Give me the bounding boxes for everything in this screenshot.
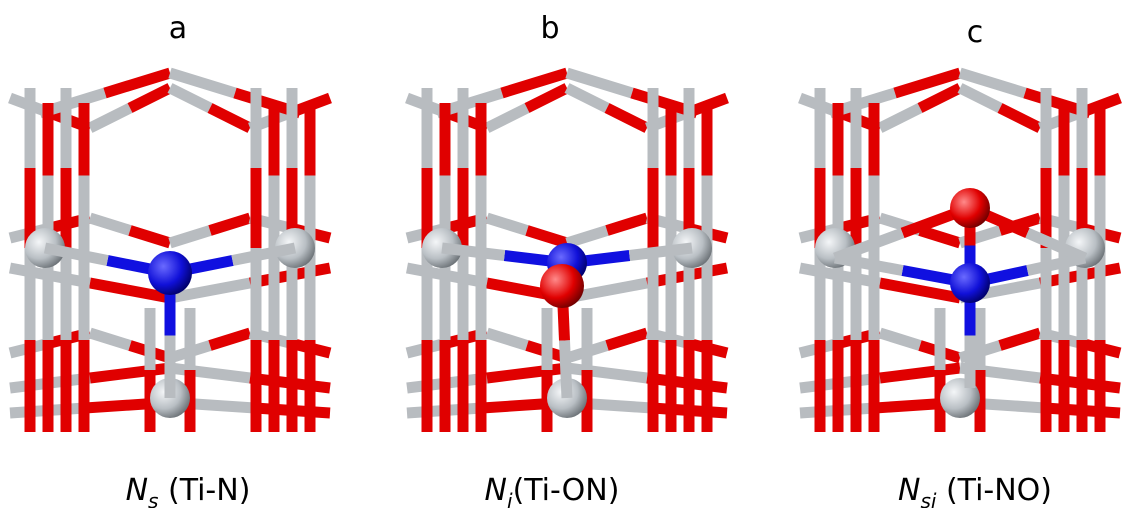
- bond: [607, 333, 647, 346]
- caption: Ni(Ti-ON): [485, 473, 620, 508]
- bond: [487, 218, 527, 231]
- bond: [170, 231, 210, 244]
- caption: Nsi (Ti-NO): [898, 473, 1052, 508]
- bond: [920, 88, 960, 108]
- caption-text: (Ti-NO): [936, 473, 1052, 508]
- bond: [90, 368, 170, 378]
- caption-text: (Ti-N): [158, 473, 250, 508]
- bond: [1000, 108, 1040, 128]
- bond: [607, 218, 647, 231]
- bond: [607, 108, 647, 128]
- caption-subscript: s: [148, 489, 158, 508]
- bond: [210, 333, 250, 346]
- bond: [442, 248, 505, 256]
- bond: [567, 88, 607, 108]
- bond: [960, 88, 1000, 108]
- bond: [565, 341, 568, 399]
- bond: [487, 368, 567, 378]
- bond: [130, 231, 170, 244]
- bond: [90, 108, 130, 128]
- caption-symbol: N: [485, 473, 507, 508]
- bond: [630, 248, 693, 256]
- caption-symbol: N: [898, 473, 920, 508]
- caption-subscript: si: [920, 489, 936, 508]
- caption-text: (Ti-ON): [513, 473, 620, 508]
- structure-a: [10, 73, 330, 432]
- bond: [567, 368, 647, 378]
- bond: [880, 108, 920, 128]
- bond: [170, 88, 210, 108]
- atom: [540, 264, 584, 308]
- bond: [880, 368, 960, 378]
- bond: [920, 231, 960, 244]
- structure-b: [407, 73, 727, 432]
- bond: [527, 231, 567, 244]
- figure: a b c Ns (Ti-N) Ni(Ti-ON) Nsi (Ti-NO): [0, 0, 1139, 508]
- bond: [130, 88, 170, 108]
- panel-label: b: [540, 11, 559, 46]
- bond: [90, 218, 130, 231]
- bond: [210, 218, 250, 231]
- bond: [1028, 258, 1086, 271]
- bond: [880, 333, 920, 346]
- caption: Ns (Ti-N): [126, 473, 251, 508]
- bond: [1000, 333, 1040, 346]
- bond: [210, 108, 250, 128]
- atom: [148, 251, 192, 295]
- panel-label: c: [967, 15, 984, 50]
- bond: [170, 368, 250, 378]
- bond: [487, 333, 527, 346]
- bond: [835, 258, 903, 271]
- bond: [567, 231, 607, 244]
- atom: [950, 263, 990, 303]
- bond: [487, 108, 527, 128]
- bond: [880, 283, 960, 298]
- panel-label: a: [169, 11, 187, 46]
- atom: [950, 188, 990, 228]
- caption-symbol: N: [126, 473, 148, 508]
- structure-c: [800, 73, 1120, 432]
- bond: [527, 88, 567, 108]
- bond: [90, 333, 130, 346]
